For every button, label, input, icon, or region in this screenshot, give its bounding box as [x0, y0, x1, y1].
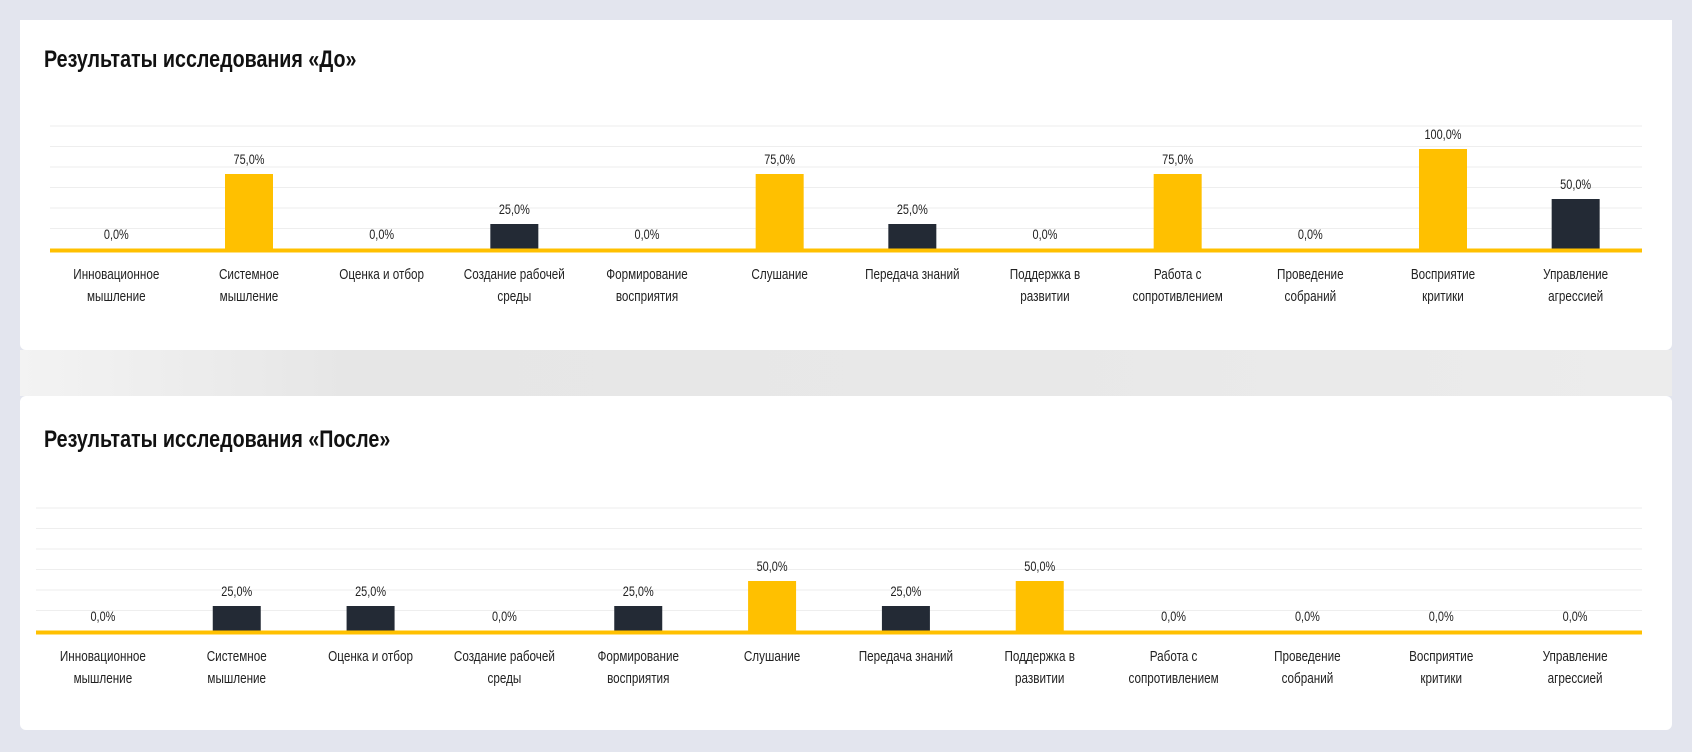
category-label: сопротивлением — [1128, 670, 1218, 687]
category-label: среды — [497, 288, 531, 305]
category-label: Системное — [219, 266, 279, 283]
data-label: 75,0% — [1162, 152, 1193, 168]
bar — [748, 581, 797, 631]
category-label: агрессией — [1548, 288, 1603, 305]
data-label: 0,0% — [1033, 227, 1058, 243]
bar — [881, 606, 930, 631]
category-label: Передача знаний — [865, 266, 959, 283]
bar — [614, 606, 663, 631]
category-label: развитии — [1020, 288, 1069, 305]
category-label: Проведение — [1277, 266, 1344, 283]
section-divider — [20, 350, 1672, 396]
chart-card-before: Результаты исследования «До» 0,0% Инновац… — [20, 20, 1672, 350]
data-label: 0,0% — [492, 609, 517, 625]
bar-chart-after: 0,0% Инновационное мышление 25,0% Системное м… — [36, 507, 1642, 687]
category-label: Слушание — [744, 648, 800, 665]
chart-title-after: Результаты исследования «После» — [44, 426, 391, 453]
category-label: Работа с — [1150, 648, 1198, 665]
chart-card-after: Результаты исследования «После» 0,0% Инно… — [20, 396, 1672, 730]
bar-chart-before: 0,0% Инновационное мышление 75,0% Системное м… — [50, 125, 1642, 305]
data-label: 50,0% — [1024, 559, 1055, 575]
category-label: Восприятие — [1411, 266, 1475, 283]
category-label: среды — [488, 670, 522, 687]
category-label: мышление — [87, 288, 146, 305]
category-label: Управление — [1543, 648, 1608, 665]
bar — [888, 224, 937, 249]
category-label: Инновационное — [60, 648, 146, 665]
category-label: Работа с — [1154, 266, 1202, 283]
category-label: мышление — [207, 670, 266, 687]
data-label: 100,0% — [1424, 127, 1461, 143]
category-label: Создание рабочей — [464, 266, 565, 283]
data-label: 0,0% — [90, 609, 115, 625]
category-label: Поддержка в — [1005, 648, 1075, 665]
category-label: Системное — [207, 648, 267, 665]
bar — [1015, 581, 1064, 631]
data-label: 75,0% — [764, 152, 795, 168]
category-label: Проведение — [1274, 648, 1341, 665]
category-label: агрессией — [1548, 670, 1603, 687]
data-label: 0,0% — [1161, 609, 1186, 625]
category-label: мышление — [74, 670, 133, 687]
category-label: Оценка и отбор — [328, 648, 413, 665]
data-label: 0,0% — [104, 227, 129, 243]
data-label: 50,0% — [1560, 177, 1591, 193]
data-label: 0,0% — [1429, 609, 1454, 625]
bar — [225, 174, 273, 249]
data-label: 0,0% — [1295, 609, 1320, 625]
bar — [1419, 149, 1467, 249]
bar — [490, 224, 539, 249]
category-label: Инновационное — [73, 266, 159, 283]
category-label: Слушание — [751, 266, 807, 283]
category-label: критики — [1422, 288, 1464, 305]
category-label: собраний — [1282, 670, 1334, 687]
data-label: 25,0% — [890, 584, 921, 600]
bar — [1551, 199, 1600, 249]
data-label: 25,0% — [355, 584, 386, 600]
category-label: собраний — [1284, 288, 1336, 305]
data-label: 25,0% — [499, 202, 530, 218]
category-label: Формирование — [597, 648, 679, 665]
category-label: Управление — [1543, 266, 1608, 283]
data-label: 0,0% — [1298, 227, 1323, 243]
data-label: 25,0% — [221, 584, 252, 600]
category-label: Поддержка в — [1010, 266, 1080, 283]
bar — [1153, 174, 1202, 249]
category-label: Создание рабочей — [454, 648, 555, 665]
category-label: критики — [1420, 670, 1462, 687]
category-label: восприятия — [616, 288, 678, 305]
category-label: мышление — [220, 288, 279, 305]
chart-title-before: Результаты исследования «До» — [44, 46, 357, 73]
category-label: Восприятие — [1409, 648, 1473, 665]
category-label: Оценка и отбор — [339, 266, 424, 283]
category-label: Передача знаний — [859, 648, 953, 665]
data-label: 0,0% — [369, 227, 394, 243]
category-label: развитии — [1015, 670, 1064, 687]
data-label: 25,0% — [897, 202, 928, 218]
data-label: 0,0% — [635, 227, 660, 243]
category-label: Формирование — [606, 266, 688, 283]
data-label: 0,0% — [1563, 609, 1588, 625]
category-label: восприятия — [607, 670, 669, 687]
data-label: 25,0% — [623, 584, 654, 600]
bar — [212, 606, 261, 631]
data-label: 50,0% — [757, 559, 788, 575]
bar — [346, 606, 395, 631]
data-label: 75,0% — [234, 152, 265, 168]
category-label: сопротивлением — [1133, 288, 1223, 305]
bar — [755, 174, 804, 249]
